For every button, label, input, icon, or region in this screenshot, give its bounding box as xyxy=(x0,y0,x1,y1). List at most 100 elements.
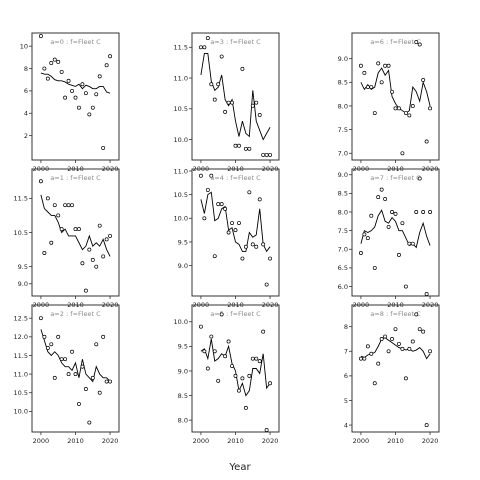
observed-point xyxy=(362,232,367,237)
y-tick-label: 4 xyxy=(24,110,28,118)
observed-point xyxy=(87,112,92,117)
y-tick-label: 10 xyxy=(20,42,28,50)
y-tick-label: 6 xyxy=(344,372,348,380)
observed-point xyxy=(70,203,74,208)
observed-point xyxy=(379,337,384,341)
y-tick-label: 7 xyxy=(344,348,348,356)
observed-point xyxy=(254,356,259,361)
panel-frame xyxy=(351,304,440,433)
observed-point xyxy=(257,359,262,364)
y-tick-label: 8.5 xyxy=(338,79,348,87)
observed-point xyxy=(372,381,377,386)
observed-point xyxy=(424,292,429,296)
observed-point xyxy=(83,91,88,96)
observed-point xyxy=(369,85,374,89)
observed-point xyxy=(66,78,71,83)
y-tick-label: 11.0 xyxy=(14,370,28,378)
y-tick-label: 10.0 xyxy=(14,408,28,416)
observed-point xyxy=(268,381,273,386)
observed-point xyxy=(417,327,422,332)
observed-point xyxy=(202,45,207,50)
y-tick-label: 8.0 xyxy=(338,102,348,110)
observed-point xyxy=(407,113,412,118)
panel-age-5: a=5 : f=Fleet C 8.0 8.5 9.0 9.5 10.0 2000 2010 2… xyxy=(174,304,280,445)
x-tick-label: 2010 xyxy=(227,437,244,445)
observed-point xyxy=(410,104,415,108)
y-tick-label: 8.0 xyxy=(178,416,188,424)
y-tick-label: 6.5 xyxy=(338,264,348,272)
observed-point xyxy=(358,356,363,361)
observed-point xyxy=(219,54,224,59)
y-tick-label: 10.0 xyxy=(174,136,188,144)
observed-point xyxy=(237,388,241,393)
observed-point xyxy=(90,375,95,380)
observed-point xyxy=(250,356,255,361)
observed-point xyxy=(250,242,255,247)
y-tick-label: 7.0 xyxy=(338,150,348,158)
observed-point xyxy=(108,233,113,238)
observed-point xyxy=(87,247,92,252)
observed-point xyxy=(52,203,57,208)
panel-title: a=1 : f=Fleet C xyxy=(50,174,101,182)
observed-point xyxy=(247,146,252,151)
observed-point xyxy=(403,376,408,381)
observed-point xyxy=(254,244,259,249)
observed-point xyxy=(45,346,50,350)
observed-point xyxy=(240,256,245,261)
observed-point xyxy=(104,237,109,242)
observed-point xyxy=(212,349,217,354)
observed-point xyxy=(376,61,381,66)
observed-point xyxy=(209,173,214,178)
y-tick-label: 9.0 xyxy=(18,280,28,288)
observed-point xyxy=(198,45,203,50)
observed-point xyxy=(240,66,245,71)
panel-age-8: a=8 : f=Fleet C 4 5 6 7 8 2000 2010 2020 xyxy=(344,304,440,445)
x-tick-label: 2020 xyxy=(102,437,119,445)
y-tick-label: 10.5 xyxy=(14,389,28,397)
observed-point xyxy=(202,216,207,221)
observed-point xyxy=(397,341,401,346)
observed-point xyxy=(400,151,405,156)
observed-point xyxy=(59,69,64,74)
observed-point xyxy=(70,349,74,354)
observed-point xyxy=(97,74,102,79)
observed-point xyxy=(233,143,238,148)
observed-point xyxy=(386,349,391,354)
observed-point xyxy=(386,224,391,229)
observed-point xyxy=(226,230,231,235)
fitted-line xyxy=(200,191,271,253)
y-tick-label: 9.5 xyxy=(18,263,28,271)
fitted-line xyxy=(360,209,431,249)
observed-point xyxy=(421,77,426,82)
x-tick-label: 2010 xyxy=(67,437,84,445)
observed-point xyxy=(379,187,384,192)
y-tick-label: 11.0 xyxy=(174,167,188,175)
observed-point xyxy=(77,401,81,406)
observed-point xyxy=(407,241,412,246)
observed-point xyxy=(202,349,207,354)
observed-point xyxy=(101,254,106,259)
x-tick-label: 2020 xyxy=(422,437,439,445)
panel-title: a=0 : f=Fleet C xyxy=(50,38,101,46)
observed-point xyxy=(362,70,367,75)
observed-point xyxy=(212,97,217,102)
observed-point xyxy=(424,423,429,428)
observed-point xyxy=(376,361,381,366)
y-tick-label: 11.5 xyxy=(14,352,28,360)
observed-point xyxy=(38,179,43,184)
observed-point xyxy=(90,257,95,262)
observed-point xyxy=(264,152,269,157)
observed-point xyxy=(372,111,377,116)
panel-title: a=8 : f=Fleet C xyxy=(370,310,421,318)
y-tick-label: 7.0 xyxy=(338,246,348,254)
panel-frame xyxy=(191,168,280,297)
y-tick-label: 12.5 xyxy=(14,314,28,322)
observed-point xyxy=(393,106,398,111)
observed-point xyxy=(403,111,408,116)
observed-point xyxy=(358,63,363,68)
y-tick-label: 10.5 xyxy=(174,191,188,199)
observed-point xyxy=(66,372,71,377)
observed-point xyxy=(205,187,210,192)
